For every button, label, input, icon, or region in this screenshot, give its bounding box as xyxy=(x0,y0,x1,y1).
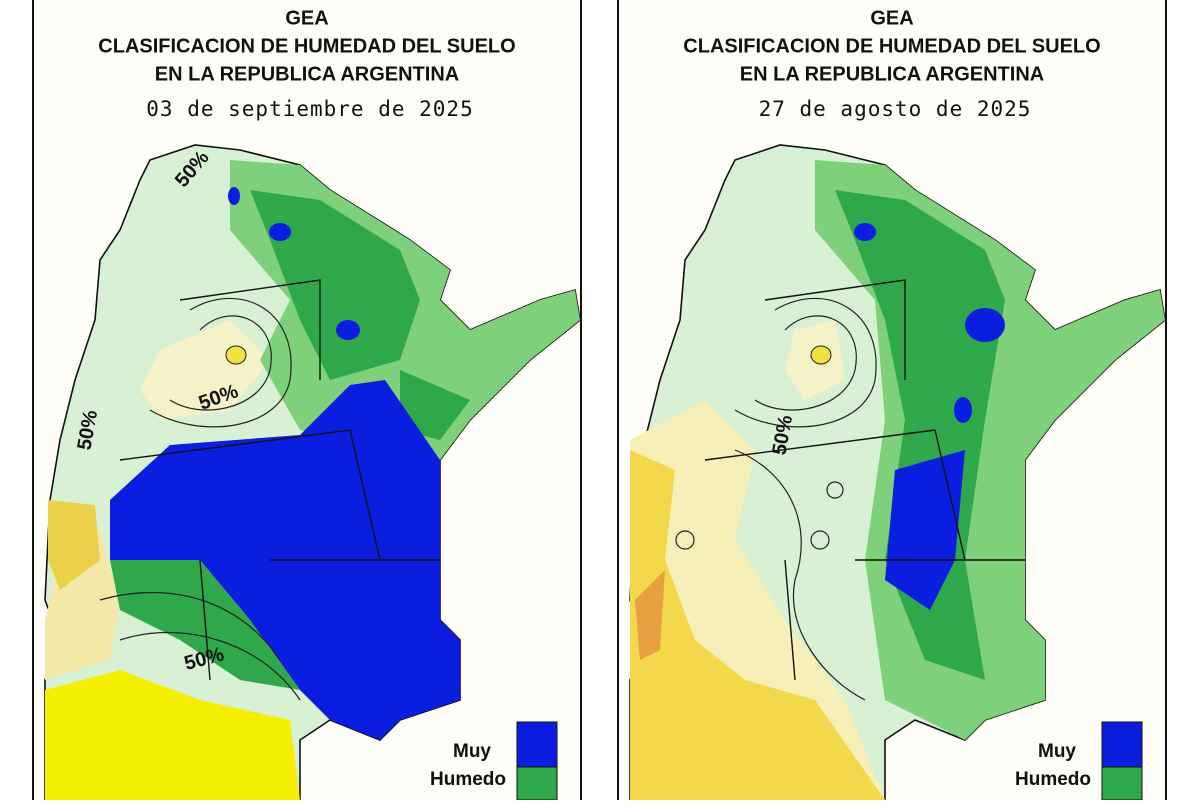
legend-swatch xyxy=(516,766,558,801)
province-border xyxy=(704,279,1025,681)
dry-zone xyxy=(140,320,270,420)
date: 03 de septiembre de 2025 xyxy=(146,97,473,121)
contour xyxy=(119,631,301,701)
dry-zone xyxy=(48,500,100,590)
legend-bg xyxy=(1025,735,1101,800)
very-wet-spot xyxy=(228,187,240,205)
contour xyxy=(754,315,857,411)
panel-left: GEA CLASIFICACION DE HUMEDAD DEL SUELO E… xyxy=(32,0,582,801)
very-wet-spot xyxy=(269,223,291,241)
legend-bg xyxy=(440,735,516,800)
legend-label: Humedo xyxy=(1015,769,1091,790)
dry-zone xyxy=(45,670,300,800)
title-line: EN LA REPUBLICA ARGENTINA xyxy=(740,63,1044,85)
map xyxy=(629,144,1166,801)
legend-label: Humedo xyxy=(430,769,506,790)
wet-zone xyxy=(400,370,470,440)
contour xyxy=(169,315,272,411)
date: 27 de agosto de 2025 xyxy=(759,97,1032,121)
title-line: CLASIFICACION DE HUMEDAD DEL SUELO xyxy=(98,35,515,57)
dry-zone xyxy=(630,450,885,800)
wet-zone xyxy=(250,190,420,380)
dry-spot xyxy=(810,345,832,365)
title-line: CLASIFICACION DE HUMEDAD DEL SUELO xyxy=(683,35,1100,57)
legend-swatch xyxy=(1101,766,1143,801)
map xyxy=(44,144,581,801)
province-border xyxy=(119,279,440,681)
very-wet-spot xyxy=(965,308,1005,342)
panel-right: GEA CLASIFICACION DE HUMEDAD DEL SUELO E… xyxy=(617,0,1167,801)
contour xyxy=(734,297,877,428)
legend-swatch xyxy=(1101,721,1143,768)
legend-swatch xyxy=(516,721,558,768)
contour xyxy=(99,591,281,661)
title-line: EN LA REPUBLICA ARGENTINA xyxy=(155,63,459,85)
very-wet-spot xyxy=(336,320,360,340)
contour xyxy=(149,297,292,428)
dry-spot xyxy=(225,345,247,365)
legend-label: Muy xyxy=(453,741,491,762)
wet-zone xyxy=(835,190,1005,680)
contour xyxy=(826,481,844,499)
legend-label: Muy xyxy=(1038,741,1076,762)
title: GEA xyxy=(870,7,913,29)
title: GEA xyxy=(285,7,328,29)
very-wet-spot xyxy=(854,223,876,241)
contour xyxy=(734,449,866,701)
very-wet-zone xyxy=(885,450,965,610)
dry-spot xyxy=(635,570,665,660)
very-wet-spot xyxy=(954,397,972,423)
contour xyxy=(675,530,695,550)
contour xyxy=(810,530,830,550)
